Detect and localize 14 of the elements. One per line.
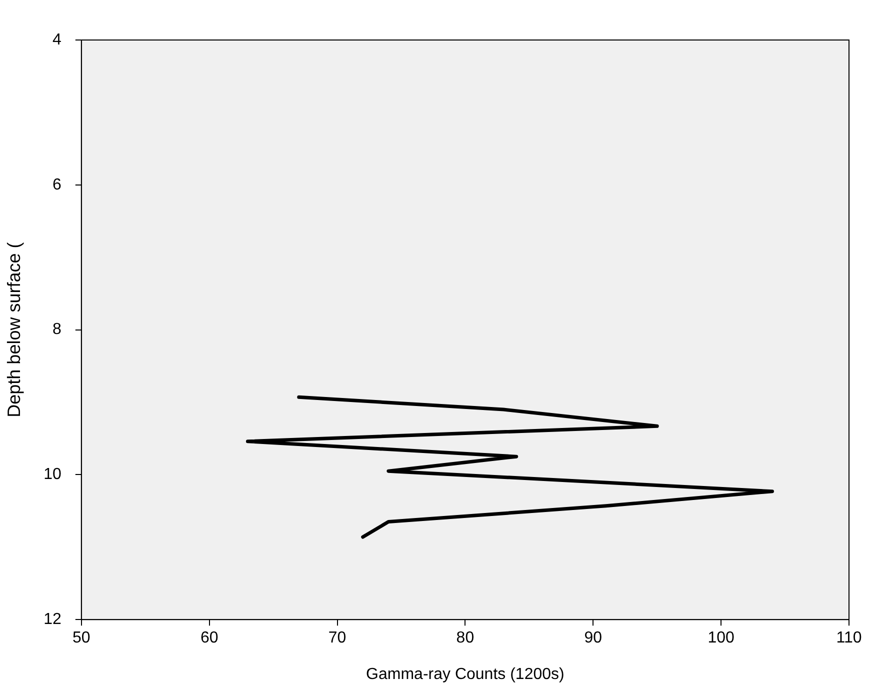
x-tick-label: 110 (836, 630, 862, 647)
x-tick-label: 90 (584, 630, 602, 647)
y-tick-label: 12 (44, 611, 62, 628)
y-tick-label: 8 (52, 321, 62, 338)
y-axis-title: Depth below surface ( (4, 242, 24, 418)
x-tick-label: 60 (200, 630, 218, 647)
x-axis-title: Gamma-ray Counts (1200s) (366, 666, 564, 683)
y-tick-label: 4 (52, 31, 62, 48)
y-tick-label: 6 (52, 176, 62, 194)
x-tick-label: 80 (456, 630, 474, 647)
x-tick-label: 100 (708, 630, 735, 647)
x-tick-label: 70 (328, 630, 346, 647)
x-tick-label: 50 (72, 630, 90, 647)
y-tick-label: 10 (44, 466, 62, 484)
